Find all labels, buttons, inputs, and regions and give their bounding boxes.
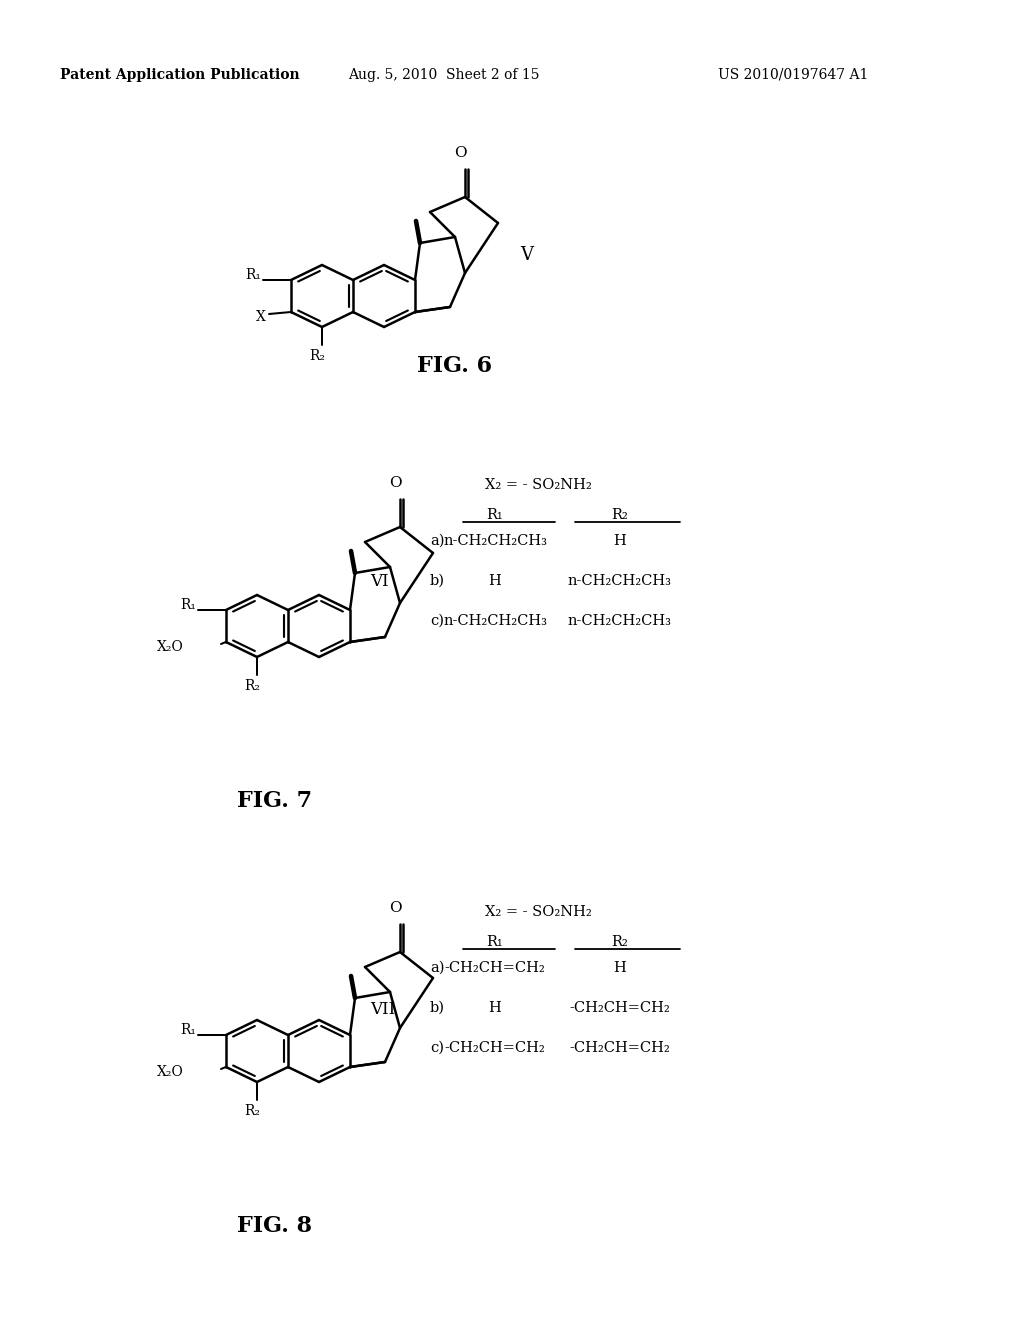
Text: a): a) (430, 961, 444, 975)
Text: R₂: R₂ (244, 678, 260, 693)
Text: X₂ = - SO₂NH₂: X₂ = - SO₂NH₂ (485, 478, 592, 492)
Text: H: H (613, 535, 627, 548)
Text: X₂O: X₂O (158, 1065, 184, 1078)
Text: X: X (256, 310, 266, 323)
Text: n-CH₂CH₂CH₃: n-CH₂CH₂CH₃ (443, 535, 547, 548)
Text: R₁: R₁ (180, 1023, 196, 1038)
Text: O: O (389, 902, 401, 915)
Text: R₁: R₁ (486, 508, 504, 521)
Text: H: H (613, 961, 627, 975)
Text: -CH₂CH=CH₂: -CH₂CH=CH₂ (444, 1041, 546, 1055)
Text: n-CH₂CH₂CH₃: n-CH₂CH₂CH₃ (568, 614, 672, 628)
Text: O: O (454, 147, 466, 160)
Text: b): b) (430, 1001, 445, 1015)
Text: a): a) (430, 535, 444, 548)
Text: R₂: R₂ (611, 508, 629, 521)
Text: R₁: R₁ (245, 268, 261, 282)
Text: n-CH₂CH₂CH₃: n-CH₂CH₂CH₃ (443, 614, 547, 628)
Text: b): b) (430, 574, 445, 587)
Text: US 2010/0197647 A1: US 2010/0197647 A1 (718, 69, 868, 82)
Text: c): c) (430, 614, 444, 628)
Text: Aug. 5, 2010  Sheet 2 of 15: Aug. 5, 2010 Sheet 2 of 15 (348, 69, 540, 82)
Text: R₁: R₁ (180, 598, 196, 612)
Text: O: O (389, 477, 401, 490)
Text: FIG. 6: FIG. 6 (418, 355, 493, 378)
Text: H: H (488, 1001, 502, 1015)
Text: R₂: R₂ (611, 935, 629, 949)
Text: n-CH₂CH₂CH₃: n-CH₂CH₂CH₃ (568, 574, 672, 587)
Text: VI: VI (370, 573, 389, 590)
Text: VII: VII (370, 1002, 395, 1019)
Text: V: V (520, 246, 534, 264)
Text: Patent Application Publication: Patent Application Publication (60, 69, 300, 82)
Text: X₂ = - SO₂NH₂: X₂ = - SO₂NH₂ (485, 906, 592, 919)
Text: R₁: R₁ (486, 935, 504, 949)
Text: R₂: R₂ (309, 348, 325, 363)
Text: H: H (488, 574, 502, 587)
Text: -CH₂CH=CH₂: -CH₂CH=CH₂ (569, 1001, 671, 1015)
Text: FIG. 8: FIG. 8 (238, 1214, 312, 1237)
Text: -CH₂CH=CH₂: -CH₂CH=CH₂ (569, 1041, 671, 1055)
Text: X₂O: X₂O (158, 640, 184, 653)
Text: R₂: R₂ (244, 1104, 260, 1118)
Text: -CH₂CH=CH₂: -CH₂CH=CH₂ (444, 961, 546, 975)
Text: c): c) (430, 1041, 444, 1055)
Text: FIG. 7: FIG. 7 (238, 789, 312, 812)
